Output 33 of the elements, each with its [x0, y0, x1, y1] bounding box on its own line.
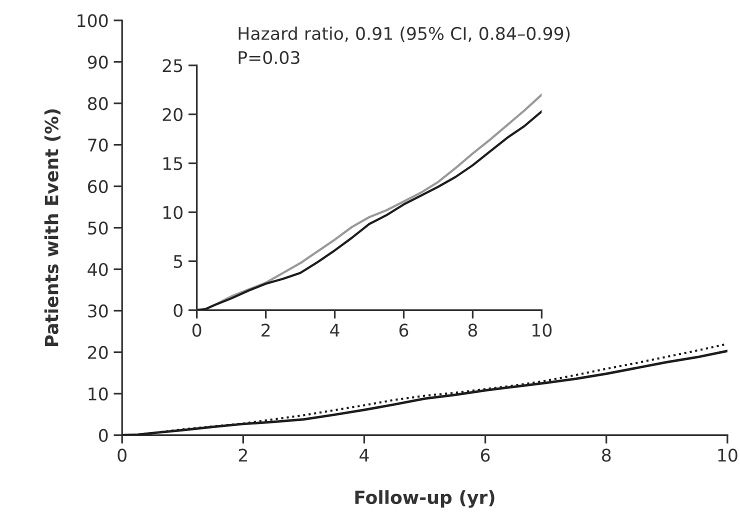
y-tick-label: 90 — [88, 56, 108, 69]
x-tick-label: 0 — [192, 324, 202, 337]
y-tick-label: 20 — [162, 108, 182, 122]
x-tick-label: 10 — [532, 324, 552, 337]
y-tick-label: 0 — [99, 428, 108, 442]
x-axis-title: Follow-up (yr) — [355, 490, 494, 508]
x-tick-label: 0 — [118, 448, 126, 462]
x-tick-label: 6 — [399, 324, 408, 337]
x-tick-label: 6 — [480, 448, 490, 462]
x-tick-label: 2 — [262, 324, 270, 337]
annotation: Hazard ratio, 0.91 (95% CI, 0.84–0.99) — [238, 26, 570, 42]
y-tick-label: 10 — [88, 387, 108, 401]
y-tick-label: 50 — [88, 221, 108, 235]
y-tick-label: 80 — [88, 97, 108, 110]
y-tick-label: 10 — [163, 206, 182, 220]
y-tick-label: 100 — [78, 14, 108, 28]
y-tick-label: 0 — [174, 304, 182, 317]
x-tick-label: 8 — [468, 324, 478, 337]
y-tick-label: 25 — [162, 59, 182, 72]
y-tick-label: 40 — [88, 262, 108, 276]
x-tick-label: 10 — [718, 448, 738, 462]
y-tick-label: 30 — [88, 304, 108, 318]
x-tick-label: 4 — [330, 324, 340, 337]
x-tick-label: 2 — [238, 448, 247, 462]
y-axis-title: Patients with Event (%) — [44, 109, 61, 346]
y-tick-label: 60 — [88, 180, 108, 194]
x-tick-label: 8 — [602, 448, 611, 462]
y-tick-label: 5 — [174, 255, 182, 268]
y-tick-label: 15 — [163, 157, 182, 170]
y-tick-label: 70 — [88, 138, 108, 152]
x-tick-label: 4 — [360, 448, 369, 462]
y-tick-label: 20 — [88, 346, 108, 360]
annotation: P=0.03 — [238, 50, 300, 64]
